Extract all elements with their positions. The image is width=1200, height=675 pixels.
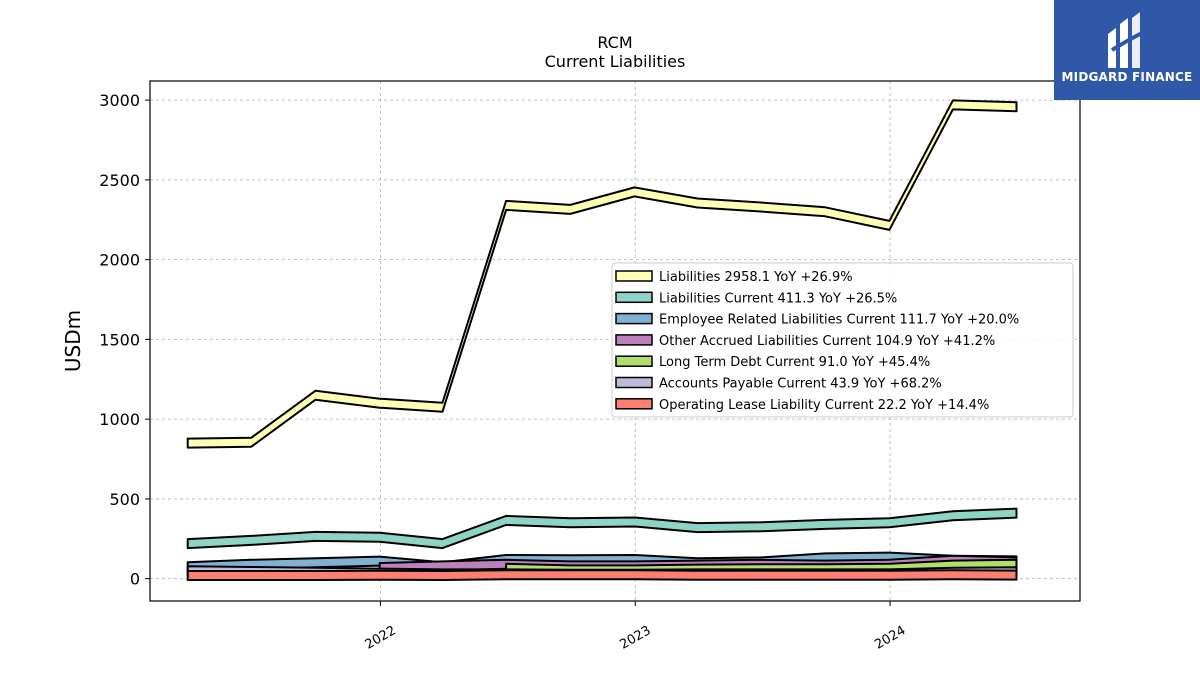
logo-text: MIDGARD FINANCE: [1061, 70, 1193, 84]
y-axis-label: USDm: [61, 310, 85, 372]
legend-entry: Operating Lease Liability Current 22.2 Y…: [659, 398, 989, 413]
legend-entry: Accounts Payable Current 43.9 YoY +68.2%: [659, 377, 942, 392]
legend-swatch: [615, 291, 653, 304]
legend-swatch: [615, 270, 653, 282]
y-tick-label: 1000: [99, 410, 140, 429]
legend: Liabilities 2958.1 YoY +26.9% Liabilities…: [611, 262, 1074, 418]
chart-subtitle: Current Liabilities: [545, 52, 686, 71]
series-liabilities-band: [186, 99, 1018, 449]
y-tick-label: 2000: [99, 251, 140, 270]
logo-mark-icon: [1108, 12, 1145, 68]
legend-swatch: [615, 398, 653, 410]
y-tick-label: 3000: [99, 91, 140, 110]
x-tick-label: 2023: [617, 623, 653, 653]
legend-entry: Liabilities 2958.1 YoY +26.9%: [659, 270, 853, 285]
legend-swatch: [615, 334, 653, 346]
y-tick-label: 0: [130, 570, 140, 589]
chart-title: RCM: [597, 33, 632, 52]
y-tick-label: 1500: [99, 330, 140, 349]
series-operating-lease-liability-current-band: [186, 569, 1018, 581]
brand-logo: MIDGARD FINANCE: [1054, 0, 1200, 100]
legend-swatch: [615, 355, 653, 367]
legend-swatch: [615, 312, 653, 325]
plot-frame: [149, 80, 1081, 602]
x-tick-label: 2024: [872, 623, 908, 653]
legend-entry: Other Accrued Liabilities Current 104.9 …: [659, 334, 995, 349]
legend-entry: Long Term Debt Current 91.0 YoY +45.4%: [659, 355, 930, 370]
legend-entry: Employee Related Liabilities Current 111…: [659, 313, 1019, 328]
series-liabilities-current-band: [186, 507, 1018, 550]
y-tick-label: 500: [109, 490, 140, 509]
x-tick-label: 2022: [363, 623, 399, 653]
legend-entry: Liabilities Current 411.3 YoY +26.5%: [659, 291, 897, 306]
legend-swatch: [615, 376, 653, 389]
series-layer: [186, 99, 1018, 581]
legend-box: [611, 262, 1074, 418]
y-tick-label: 2500: [99, 171, 140, 190]
